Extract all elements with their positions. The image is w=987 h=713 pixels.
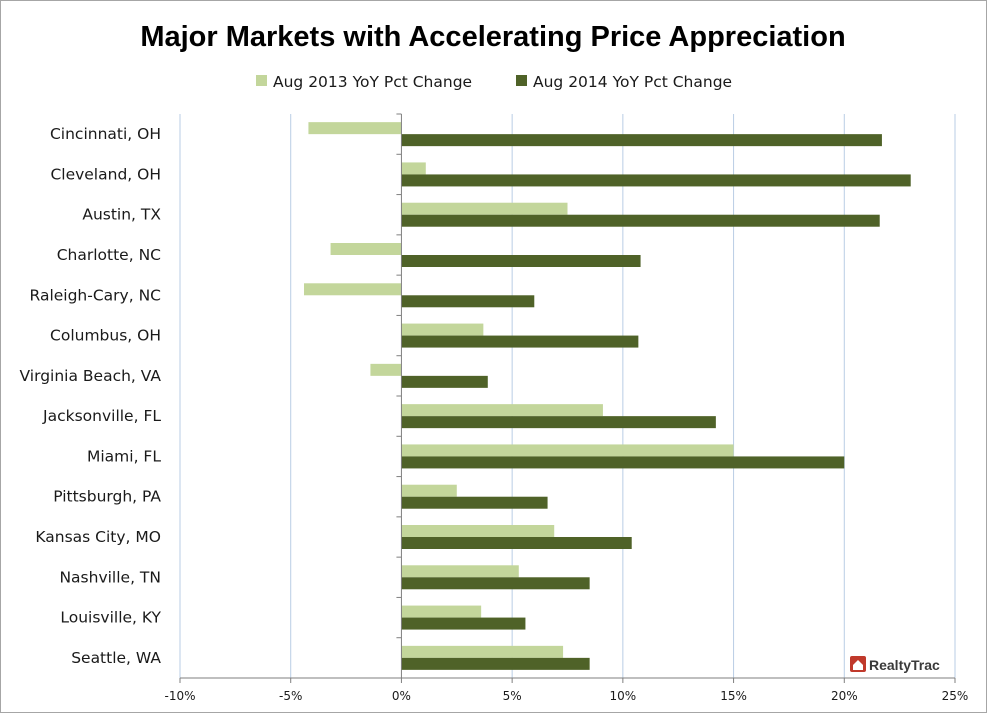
bar-2013-1 — [401, 162, 426, 175]
bar-2014-10 — [401, 537, 632, 549]
bar-2014-9 — [401, 496, 548, 509]
bar-2013-2 — [401, 202, 568, 215]
legend-swatch-2013 — [256, 75, 267, 86]
bar-2013-9 — [401, 484, 457, 497]
legend: Aug 2013 YoY Pct Change Aug 2014 YoY Pct… — [256, 73, 732, 91]
category-label-8: Miami, FL — [87, 447, 161, 465]
category-labels: Cincinnati, OH Cleveland, OH Austin, TX Cha… — [20, 125, 162, 667]
category-label-9: Pittsburgh, PA — [53, 488, 161, 506]
bar-2014-12 — [401, 617, 526, 630]
x-tick-label-4: 10% — [610, 689, 637, 703]
bar-2014-6 — [401, 375, 488, 388]
x-tick-label-1: -5% — [279, 689, 302, 703]
x-tick-label-2: 0% — [392, 689, 411, 703]
bar-2014-2 — [401, 214, 880, 227]
bar-2013-3 — [330, 243, 402, 255]
legend-label-2013: Aug 2013 YoY Pct Change — [273, 73, 472, 91]
house-shape — [853, 660, 863, 670]
x-tick-label-5: 15% — [720, 689, 747, 703]
bar-2014-1 — [401, 174, 911, 187]
category-label-6: Virginia Beach, VA — [20, 367, 162, 385]
category-label-0: Cincinnati, OH — [50, 125, 161, 143]
bar-2013-12 — [401, 605, 482, 618]
bar-2014-4 — [401, 295, 535, 308]
bar-2013-8 — [401, 444, 734, 457]
category-label-4: Raleigh-Cary, NC — [30, 286, 161, 304]
bar-2013-5 — [401, 323, 484, 336]
realtytrac-logo: RealtyTrac — [850, 656, 940, 673]
bar-2014-3 — [401, 255, 641, 267]
bar-2014-11 — [401, 577, 590, 590]
bar-2013-10 — [401, 525, 555, 537]
bar-2014-7 — [401, 416, 716, 429]
x-tick-label-0: -10% — [164, 689, 195, 703]
bar-2013-7 — [401, 404, 603, 417]
bar-2014-13 — [401, 657, 590, 670]
legend-label-2014: Aug 2014 YoY Pct Change — [533, 73, 732, 91]
x-tick-label-6: 20% — [831, 689, 858, 703]
category-label-5: Columbus, OH — [50, 327, 161, 345]
bar-2014-0 — [401, 134, 882, 147]
x-tick-label-7: 25% — [942, 689, 969, 703]
bar-2014-8 — [401, 456, 845, 469]
legend-swatch-2014 — [516, 75, 527, 86]
bar-2013-4 — [304, 283, 402, 296]
category-label-13: Seattle, WA — [71, 649, 161, 667]
category-label-2: Austin, TX — [82, 206, 161, 224]
category-label-3: Charlotte, NC — [57, 246, 161, 264]
category-label-10: Kansas City, MO — [35, 528, 161, 546]
bar-2013-6 — [370, 363, 402, 376]
x-tick-labels: -10% -5% 0% 5% 10% 15% 20% 25% — [164, 689, 968, 703]
category-label-1: Cleveland, OH — [50, 165, 161, 183]
bars — [304, 122, 911, 670]
chart-title: Major Markets with Accelerating Price Ap… — [140, 21, 845, 53]
bar-2013-11 — [401, 565, 519, 578]
gridlines — [179, 114, 956, 678]
bar-2013-13 — [401, 645, 564, 658]
brand-name: RealtyTrac — [869, 657, 940, 673]
category-label-7: Jacksonville, FL — [42, 407, 161, 425]
x-tick-label-3: 5% — [503, 689, 522, 703]
category-label-11: Nashville, TN — [59, 568, 161, 586]
category-label-12: Louisville, KY — [60, 609, 161, 627]
bar-2013-0 — [308, 122, 402, 135]
axes — [179, 113, 956, 683]
bar-2014-5 — [401, 335, 639, 348]
